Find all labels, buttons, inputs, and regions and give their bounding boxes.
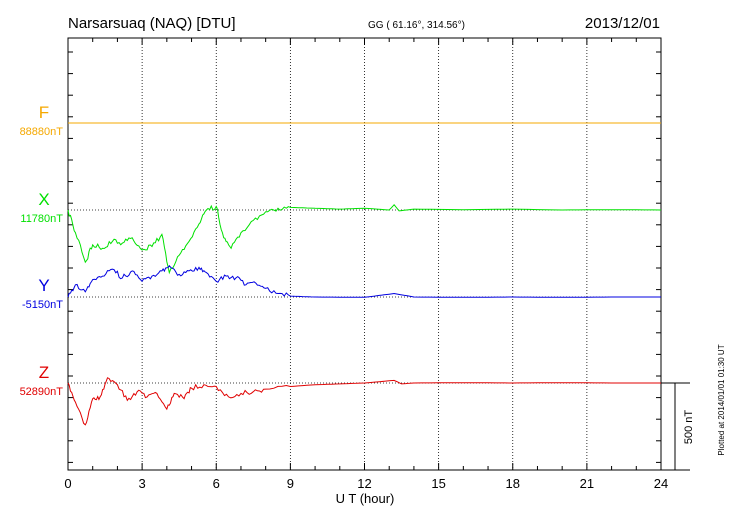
series-baseline-f: 88880nT xyxy=(20,126,64,138)
x-tick-label-9: 9 xyxy=(287,476,294,491)
series-name-x: X xyxy=(38,190,49,209)
x-tick-label-21: 21 xyxy=(580,476,594,491)
x-axis-label: U T (hour) xyxy=(336,491,395,506)
series-name-z: Z xyxy=(39,363,49,382)
plot-date: 2013/12/01 xyxy=(585,15,660,32)
plotted-timestamp: Plotted at 2014/01/01 01:30 UT xyxy=(717,344,726,455)
series-baseline-y: -5150nT xyxy=(22,299,63,311)
grid-lines xyxy=(141,38,588,470)
series-line-z xyxy=(67,377,661,426)
station-coordinates: GG ( 61.16°, 314.56°) xyxy=(368,20,465,31)
series-line-x xyxy=(67,204,662,275)
series-baseline-z: 52890nT xyxy=(20,386,64,398)
x-tick-label-18: 18 xyxy=(506,476,520,491)
series-group: F 88880nT X 11780nT Y -5150nT Z 52890nT xyxy=(20,103,662,426)
station-title: Narsarsuaq (NAQ) [DTU] xyxy=(68,15,236,32)
series-baseline-x: 11780nT xyxy=(20,213,63,225)
x-tick-label-0: 0 xyxy=(64,476,71,491)
x-tick-label-15: 15 xyxy=(431,476,445,491)
series-line-y xyxy=(67,264,661,298)
scale-bar: 500 nT xyxy=(661,382,695,471)
x-tick-labels: 0 3 6 9 12 15 18 21 24 xyxy=(64,476,668,491)
x-tick-label-12: 12 xyxy=(357,476,371,491)
x-tick-label-3: 3 xyxy=(139,476,146,491)
axis-ticks xyxy=(67,38,662,470)
series-name-f: F xyxy=(39,103,49,122)
x-tick-label-6: 6 xyxy=(213,476,220,491)
series-name-y: Y xyxy=(38,276,49,295)
scale-bar-label: 500 nT xyxy=(683,410,695,445)
x-tick-label-24: 24 xyxy=(654,476,668,491)
